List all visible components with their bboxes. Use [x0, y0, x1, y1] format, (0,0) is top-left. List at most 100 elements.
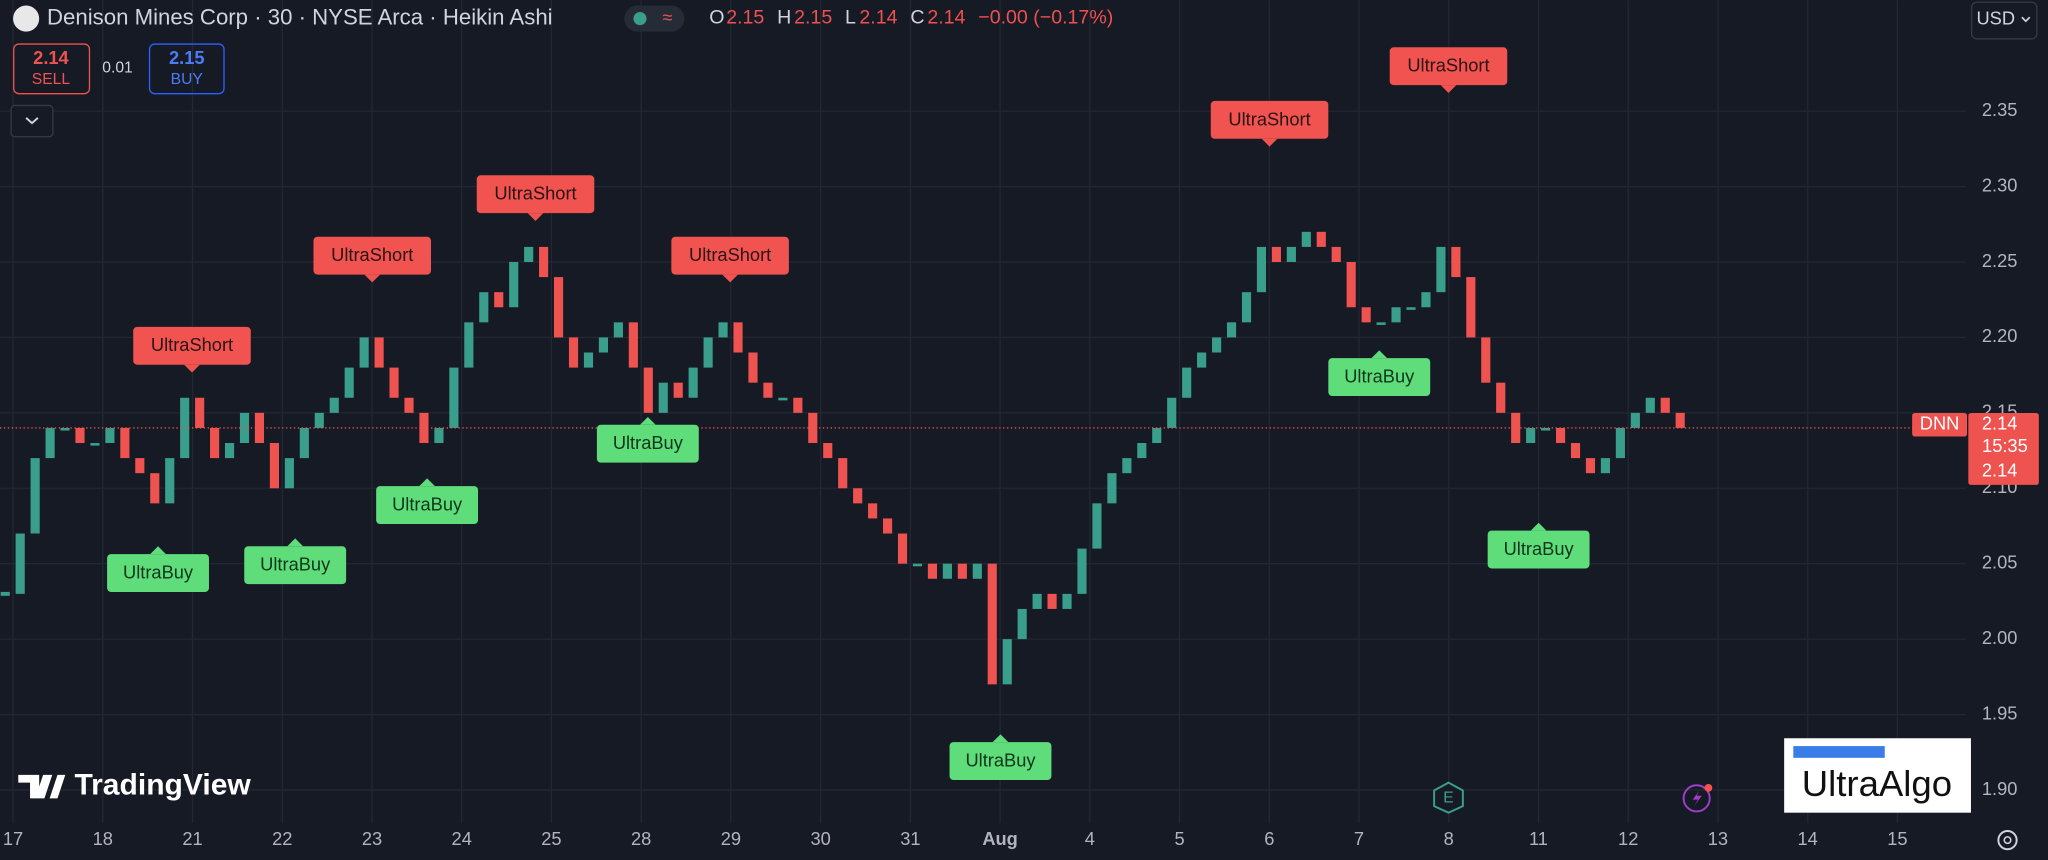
- candle-body: [1660, 397, 1670, 413]
- candle-body: [210, 427, 220, 459]
- event-marker[interactable]: [1682, 784, 1711, 813]
- signal-box: [107, 554, 209, 592]
- candle-body: [479, 292, 489, 323]
- x-tick-label: 25: [541, 828, 561, 849]
- ohlc-value: 2.14: [859, 7, 897, 29]
- candle-body: [45, 427, 55, 459]
- x-tick-label: 7: [1354, 828, 1364, 849]
- candle-body: [883, 518, 893, 534]
- signal-label: UltraShort: [1407, 55, 1489, 76]
- candle-body: [239, 412, 250, 444]
- status-pill: [624, 5, 685, 32]
- signal-label: UltraShort: [331, 244, 413, 265]
- candle-body: [1047, 593, 1057, 609]
- signal-label: UltraBuy: [613, 432, 684, 453]
- candle-body: [658, 382, 668, 413]
- spread: 0.01: [102, 59, 132, 76]
- candle-body: [912, 563, 923, 567]
- candle-body: [688, 367, 698, 398]
- candle-body: [613, 322, 623, 338]
- candle-body: [75, 427, 85, 444]
- candle-body: [1675, 412, 1685, 428]
- candle-body: [972, 563, 982, 579]
- signal-label: UltraBuy: [260, 554, 331, 575]
- candle-body: [1496, 382, 1506, 413]
- x-tick-label: 8: [1444, 828, 1454, 849]
- candle-body: [1241, 292, 1252, 323]
- candle-body: [299, 427, 309, 459]
- candle-body: [224, 443, 235, 459]
- candle-body: [1062, 593, 1072, 609]
- candle-body: [1226, 322, 1237, 338]
- sponsor-bar: [1793, 746, 1885, 758]
- signal-box: [1487, 530, 1590, 569]
- candle-body: [583, 352, 594, 368]
- ohlc-key: H: [777, 7, 791, 29]
- candle-body: [1017, 608, 1027, 640]
- signal-label: UltraBuy: [1504, 538, 1575, 559]
- earnings-marker[interactable]: [1433, 781, 1464, 814]
- currency-button[interactable]: [1970, 1, 2038, 40]
- x-tick-label: 15: [1887, 828, 1907, 849]
- x-tick-label: 24: [452, 828, 472, 849]
- candle-body: [853, 488, 863, 504]
- candle-body: [434, 427, 444, 444]
- candle-body: [1541, 427, 1551, 431]
- x-tick-label: 18: [93, 828, 113, 849]
- signal-label: UltraShort: [151, 334, 233, 355]
- candle-body: [868, 503, 878, 519]
- price-tag-text: 2.14: [1982, 413, 2018, 434]
- x-tick-label: 13: [1708, 828, 1728, 849]
- candle-body: [1152, 427, 1162, 444]
- symbol-logo: [13, 5, 40, 32]
- signal-label: UltraBuy: [965, 750, 1036, 771]
- candle-body: [105, 427, 115, 444]
- candle-body: [389, 367, 399, 398]
- signal-pointer: [1440, 85, 1457, 94]
- signal-pointer: [419, 478, 435, 487]
- chart-title: Denison Mines Corp · 30 · NYSE Arca · He…: [47, 4, 553, 29]
- collapse-button[interactable]: [10, 104, 54, 138]
- candle-body: [1197, 352, 1207, 368]
- candle-body: [1271, 246, 1281, 263]
- sell-button[interactable]: [13, 43, 91, 95]
- candle-body: [1092, 503, 1102, 549]
- y-tick-label: 2.30: [1982, 174, 2018, 195]
- settings-button[interactable]: [1997, 830, 2018, 851]
- earnings-icon: E: [1443, 789, 1453, 806]
- candle-body: [284, 458, 294, 489]
- x-tick-label: 14: [1798, 828, 1818, 849]
- currency: USD: [1976, 8, 2015, 29]
- signal-pointer: [1371, 350, 1388, 359]
- signal-pointer: [722, 274, 738, 283]
- y-tick-label: 2.05: [1982, 552, 2018, 573]
- y-tick-label: 1.95: [1982, 702, 2018, 723]
- candle-body: [957, 563, 967, 579]
- chevron: [2021, 16, 2031, 23]
- candle-body: [150, 473, 160, 504]
- ohlc-value: 2.14: [927, 7, 965, 29]
- candle-body: [1376, 322, 1386, 325]
- price-tag: [1968, 413, 2039, 485]
- signal-label: UltraBuy: [1344, 366, 1415, 387]
- sell-price: 2.14: [33, 47, 69, 68]
- signal-box: [244, 546, 347, 585]
- candle-body: [1107, 473, 1117, 504]
- candle-body: [165, 458, 175, 504]
- candle-body: [1451, 246, 1461, 278]
- signal-box: [476, 175, 595, 214]
- candle-body: [748, 352, 758, 383]
- buy-button[interactable]: [148, 43, 225, 95]
- candle-body: [927, 563, 938, 579]
- signal-label: UltraBuy: [123, 562, 194, 583]
- candle-body: [344, 367, 354, 398]
- x-tick-label: 23: [362, 828, 382, 849]
- signal-pointer: [184, 364, 200, 373]
- countdown: 15:35: [1982, 435, 2028, 456]
- settings-icon: [2003, 836, 2012, 845]
- signal-box: [133, 326, 251, 365]
- candle-body: [1002, 639, 1012, 685]
